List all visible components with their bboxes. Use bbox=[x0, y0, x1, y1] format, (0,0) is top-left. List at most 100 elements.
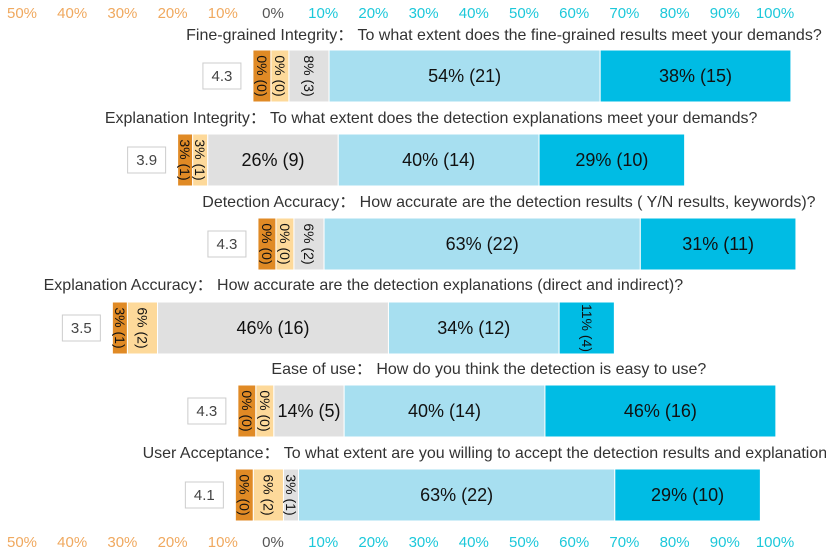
axis-bottom-tick-label: 100% bbox=[756, 534, 794, 551]
bar-segment bbox=[293, 217, 325, 271]
score-value: 3.5 bbox=[71, 320, 92, 337]
bar-segment bbox=[126, 301, 159, 355]
score-box bbox=[127, 146, 167, 174]
question-title: Explanation Accuracy： How accurate are t… bbox=[44, 277, 684, 294]
axis-bottom-tick-label: 40% bbox=[459, 534, 489, 551]
question-row: Explanation Accuracy： How accurate are t… bbox=[44, 277, 684, 355]
score-box bbox=[184, 481, 224, 509]
score-value: 4.3 bbox=[217, 236, 238, 253]
axis-top-tick-label: 40% bbox=[459, 5, 489, 22]
axis-top-tick-label: 0% bbox=[262, 5, 284, 22]
bar-segment bbox=[323, 217, 641, 271]
bar-segment bbox=[298, 468, 616, 522]
axis-bottom-tick-label: 10% bbox=[308, 534, 338, 551]
bar-segment-label: 6% (2) bbox=[260, 474, 276, 515]
question-title: Ease of use： How do you think the detect… bbox=[271, 361, 706, 378]
bar-segment-label: 34% (12) bbox=[437, 318, 510, 338]
bar-segment-label: 40% (14) bbox=[402, 150, 475, 170]
bar-segment-label: 29% (10) bbox=[575, 150, 648, 170]
axis-bottom-tick-label: 60% bbox=[559, 534, 589, 551]
axis-top-tick-label: 80% bbox=[660, 5, 690, 22]
question-title: Detection Accuracy： How accurate are the… bbox=[202, 194, 815, 211]
bar-segment bbox=[599, 49, 792, 103]
axis-bottom-tick-label: 50% bbox=[7, 534, 37, 551]
axis-top-tick-label: 20% bbox=[358, 5, 388, 22]
bar-segment-label: 0% (0) bbox=[239, 390, 255, 431]
bar-segment-label: 54% (21) bbox=[428, 66, 501, 86]
axis-top-tick-label: 70% bbox=[609, 5, 639, 22]
bar-segment bbox=[544, 384, 777, 438]
axis-bottom-tick-label: 30% bbox=[409, 534, 439, 551]
bar-segment-label: 3% (1) bbox=[283, 474, 299, 515]
axis-top-tick-label: 10% bbox=[308, 5, 338, 22]
bar-segment-label: 31% (11) bbox=[682, 234, 754, 254]
bar-segment-label: 8% (3) bbox=[301, 55, 317, 96]
bar-segment bbox=[273, 384, 345, 438]
score-box bbox=[202, 62, 242, 90]
bar-segment-label: 46% (16) bbox=[624, 401, 697, 421]
bar-segment bbox=[639, 217, 797, 271]
question-row: Fine-grained Integrity： To what extent d… bbox=[186, 27, 822, 103]
bar-segment bbox=[387, 301, 560, 355]
bar-segment-label: 11% (4) bbox=[579, 304, 595, 352]
bar-segment-label: 63% (22) bbox=[420, 485, 493, 505]
bar-segment bbox=[538, 133, 686, 187]
score-value: 3.9 bbox=[136, 152, 157, 169]
axis-top-tick-label: 30% bbox=[107, 5, 137, 22]
axis-bottom-tick-label: 10% bbox=[208, 534, 238, 551]
axis-top-tick-label: 40% bbox=[57, 5, 87, 22]
bar-segment-label: 6% (2) bbox=[134, 307, 150, 348]
bar-segment-label: 63% (22) bbox=[446, 234, 519, 254]
question-row: Ease of use： How do you think the detect… bbox=[187, 361, 777, 438]
axis-bottom-tick-label: 0% bbox=[262, 534, 284, 551]
axis-bottom: 50% 40% 30% 20% 10% 0% 10% 20% 30% 40% 50% 60% 70% 80… bbox=[7, 534, 794, 551]
bar-segment-label: 0% (0) bbox=[272, 55, 288, 96]
score-box bbox=[187, 397, 227, 425]
axis-top-tick-label: 10% bbox=[208, 5, 238, 22]
bar-segment-label: 46% (16) bbox=[236, 318, 309, 338]
bar-segment-label: 0% (0) bbox=[259, 223, 275, 264]
score-value: 4.3 bbox=[196, 403, 217, 420]
axis-top-tick-label: 50% bbox=[7, 5, 37, 22]
score-value: 4.3 bbox=[211, 68, 232, 85]
bar-segment-label: 29% (10) bbox=[651, 485, 724, 505]
bar-segment-label: 0% (0) bbox=[257, 390, 273, 431]
bar-segment-label: 0% (0) bbox=[254, 55, 270, 96]
axis-bottom-tick-label: 80% bbox=[660, 534, 690, 551]
bar-segment bbox=[343, 384, 546, 438]
question-title: Explanation Integrity： To what extent do… bbox=[105, 110, 758, 127]
axis-bottom-tick-label: 20% bbox=[358, 534, 388, 551]
score-value: 4.1 bbox=[194, 487, 215, 504]
score-box bbox=[61, 314, 101, 342]
axis-top-tick-label: 30% bbox=[409, 5, 439, 22]
bar-segment bbox=[337, 133, 540, 187]
axis-bottom-tick-label: 20% bbox=[158, 534, 188, 551]
bar-segment-label: 3% (1) bbox=[112, 307, 128, 348]
axis-bottom-tick-label: 40% bbox=[57, 534, 87, 551]
question-row: Detection Accuracy： How accurate are the… bbox=[202, 194, 816, 271]
question-row: Explanation Integrity： To what extent do… bbox=[105, 110, 758, 187]
score-box bbox=[207, 230, 247, 258]
bar-segment-label: 0% (0) bbox=[277, 223, 293, 264]
bar-segment-label: 3% (1) bbox=[192, 139, 208, 180]
axis-bottom-tick-label: 70% bbox=[609, 534, 639, 551]
bar-segment bbox=[207, 133, 339, 187]
bar-segment-label: 3% (1) bbox=[177, 139, 193, 180]
question-row: User Acceptance： To what extent are you … bbox=[143, 445, 826, 522]
question-title: Fine-grained Integrity： To what extent d… bbox=[186, 27, 822, 44]
axis-top-tick-label: 20% bbox=[158, 5, 188, 22]
axis-top-tick-label: 90% bbox=[710, 5, 740, 22]
bar-segment bbox=[614, 468, 761, 522]
bar-segment-label: 14% (5) bbox=[277, 401, 340, 421]
axis-bottom-tick-label: 30% bbox=[107, 534, 137, 551]
bar-segment-label: 0% (0) bbox=[236, 474, 252, 515]
axis-bottom-tick-label: 50% bbox=[509, 534, 539, 551]
bar-segment-label: 26% (9) bbox=[241, 150, 304, 170]
bar-segment-label: 40% (14) bbox=[408, 401, 481, 421]
bar-segment bbox=[157, 301, 389, 355]
bar-segment-label: 6% (2) bbox=[301, 223, 317, 264]
axis-bottom-tick-label: 90% bbox=[710, 534, 740, 551]
bar-segment bbox=[558, 301, 615, 355]
axis-top-tick-label: 50% bbox=[509, 5, 539, 22]
